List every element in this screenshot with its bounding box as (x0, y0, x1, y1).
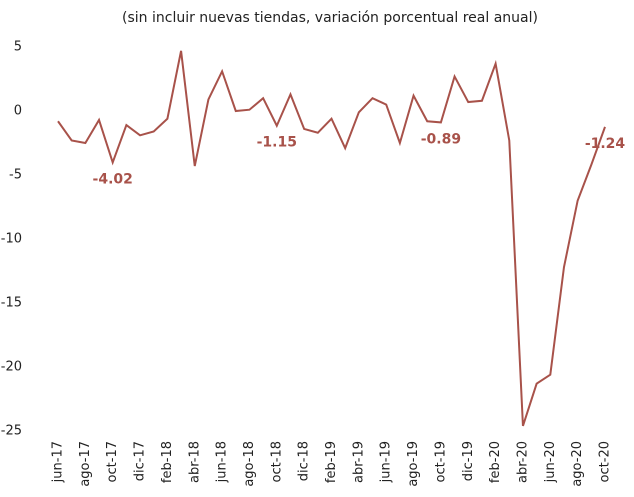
y-tick-label: -20 (1, 360, 22, 375)
y-tick-label: -25 (1, 424, 22, 439)
x-tick-label: abr-20 (515, 441, 530, 483)
y-tick-label: -10 (1, 232, 22, 247)
x-tick-label: ago-19 (406, 441, 421, 487)
x-tick-label: oct-17 (105, 441, 120, 482)
data-label: -0.89 (421, 131, 461, 147)
data-label: -4.02 (93, 171, 133, 187)
x-tick-label: ago-20 (570, 441, 585, 487)
x-tick-label: dic-19 (461, 441, 476, 481)
x-tick-label: jun-17 (51, 441, 66, 483)
x-tick-label: jun-19 (379, 441, 394, 483)
x-tick-label: feb-20 (488, 441, 503, 483)
x-tick-label: oct-19 (433, 441, 448, 482)
y-tick-label: -15 (1, 296, 22, 311)
x-tick-label: abr-18 (187, 441, 202, 483)
y-tick-label: 0 (14, 104, 22, 119)
x-tick-label: dic-17 (133, 441, 148, 481)
x-tick-label: jun-18 (215, 441, 230, 483)
x-tick-label: dic-18 (297, 441, 312, 481)
y-tick-label: -5 (9, 168, 22, 183)
x-tick-label: abr-19 (351, 441, 366, 483)
x-tick-label: jun-20 (543, 441, 558, 483)
x-tick-label: feb-18 (160, 441, 175, 483)
x-tick-label: oct-18 (269, 441, 284, 482)
x-tick-label: oct-20 (598, 441, 613, 482)
chart-title: (sin incluir nuevas tiendas, variación p… (122, 10, 538, 26)
x-tick-label: ago-18 (242, 441, 257, 487)
data-line (57, 50, 606, 427)
data-label: -1.24 (585, 136, 626, 152)
x-tick-label: feb-19 (324, 441, 339, 483)
x-tick-label: ago-17 (78, 441, 93, 487)
data-label: -1.15 (257, 135, 297, 151)
y-tick-label: 5 (14, 40, 22, 55)
